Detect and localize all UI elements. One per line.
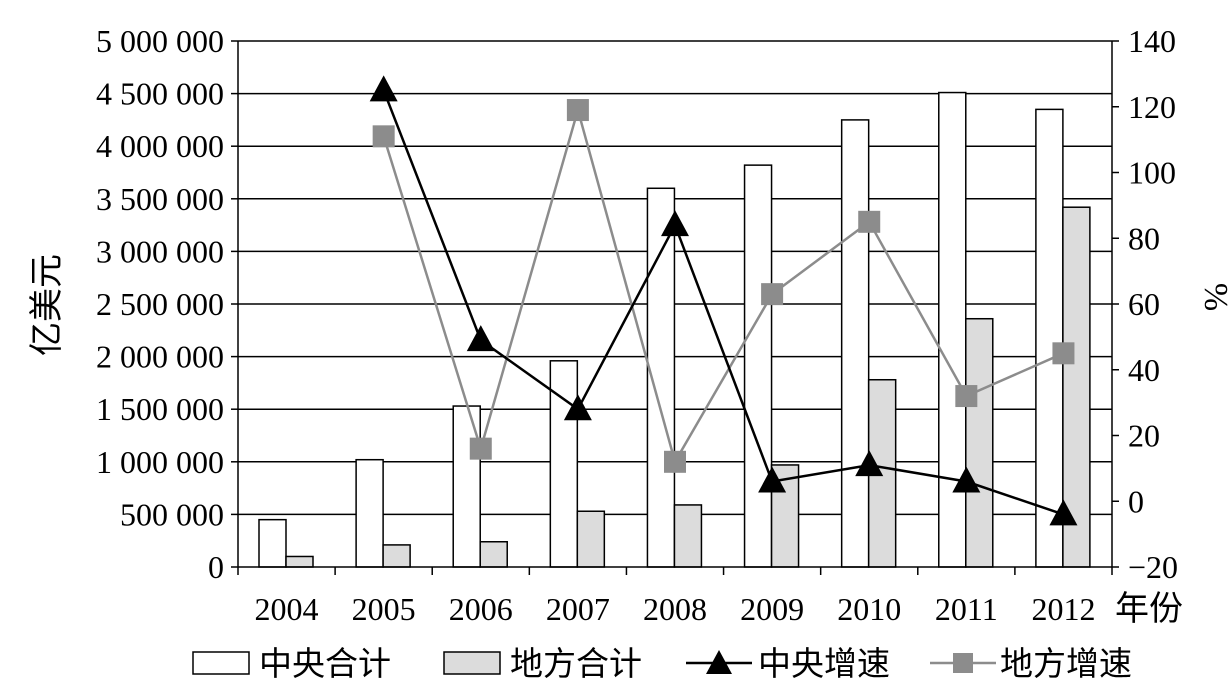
point-local-growth (372, 125, 395, 148)
point-central-growth (661, 210, 689, 237)
y-tick-label-left: 2 500 000 (96, 286, 224, 322)
x-tick-label: 2005 (352, 591, 416, 627)
y-tick-label-right: 140 (1128, 23, 1176, 59)
legend-item-local-growth: 地方增速 (930, 646, 1132, 680)
legend-label-local-total: 地方合计 (510, 646, 642, 680)
bar-central-total (840, 119, 870, 568)
y-tick-label-right: 100 (1128, 155, 1176, 191)
legend-marker-square-icon (953, 653, 973, 673)
point-local-growth (664, 450, 686, 473)
bar-central-total (258, 518, 287, 568)
y-axis-right-title: % (1197, 283, 1229, 311)
legend-item-local-total: 地方合计 (443, 646, 642, 680)
point-central-growth (466, 325, 495, 352)
bar-central-total (549, 360, 579, 568)
bar-local-total (285, 555, 314, 568)
x-tick-label: 2007 (546, 591, 610, 627)
point-central-growth (1049, 499, 1078, 526)
y-tick-label-right: 0 (1128, 483, 1144, 519)
legend-label-central-total: 中央合计 (259, 646, 391, 680)
y-tick-label-left: 4 000 000 (96, 128, 224, 164)
y-tick-label-right: 20 (1128, 418, 1160, 454)
bar-local-total (479, 541, 508, 568)
point-local-growth (566, 99, 589, 122)
x-tick-label: 2011 (935, 591, 998, 627)
point-central-growth (369, 75, 398, 102)
point-central-growth (952, 466, 981, 493)
y-tick-label-right: 40 (1128, 352, 1160, 388)
y-tick-label-left: 1 000 000 (96, 444, 224, 480)
y-tick-label-left: 4 500 000 (96, 76, 224, 112)
y-tick-label-left: 2 000 000 (96, 339, 224, 375)
bar-layer (258, 91, 1091, 568)
right-tick-labels: −20 0 20 40 60 80 100 120 140 (1128, 23, 1178, 585)
point-local-growth (469, 437, 492, 460)
x-tick-label: 2010 (837, 591, 901, 627)
point-local-growth (761, 283, 784, 306)
point-central-growth (758, 466, 787, 493)
point-central-growth (563, 394, 592, 421)
y-tick-label-left: 1 500 000 (96, 391, 224, 427)
line-layer (369, 75, 1078, 526)
bar-central-total (743, 164, 773, 568)
bar-central-total (355, 458, 384, 568)
bar-local-total (382, 544, 411, 568)
point-local-growth (955, 385, 978, 408)
bar-central-total (938, 91, 967, 568)
point-local-growth (1052, 342, 1075, 365)
legend-item-central-growth: 中央增速 (686, 646, 890, 680)
legend: 中央合计 地方合计 中央增速 地方增速 (192, 646, 1132, 680)
bar-local-total (576, 510, 606, 568)
line-central-growth (382, 89, 1064, 516)
y-tick-label-right: −20 (1128, 549, 1178, 585)
x-tick-label: 2012 (1031, 591, 1095, 627)
x-tick-label: 2009 (740, 591, 804, 627)
x-tick-label: 2006 (449, 591, 513, 627)
legend-item-central-total: 中央合计 (192, 646, 391, 680)
point-central-growth (855, 450, 884, 477)
y-axis-left-title: 亿美元 (28, 254, 66, 356)
y-tick-label-right: 60 (1128, 286, 1160, 322)
y-tick-label-right: 80 (1128, 220, 1160, 256)
y-tick-label-left: 5 000 000 (96, 23, 224, 59)
legend-label-local-growth: 地方增速 (1000, 646, 1132, 680)
left-tick-labels: 0 500 000 1 000 000 1 500 000 2 000 000 2 500… (96, 23, 224, 585)
legend-label-central-growth: 中央增速 (758, 646, 890, 680)
bar-local-total (673, 504, 703, 568)
line-local-growth (382, 105, 1064, 466)
y-tick-label-left: 3 000 000 (96, 233, 224, 269)
y-tick-label-left: 500 000 (120, 496, 224, 532)
y-tick-label-right: 120 (1128, 89, 1176, 125)
legend-swatch-central-total (192, 651, 250, 675)
legend-marker-triangle-icon (706, 650, 732, 674)
x-axis-title: 年份 (1115, 590, 1183, 628)
x-tick-label: 2004 (255, 591, 319, 627)
axes (231, 40, 1119, 575)
bar-central-total (1035, 108, 1064, 568)
bar-local-total (965, 317, 994, 568)
x-tick-labels: 2004 2005 2006 2007 2008 2009 2010 2011 2012 (255, 591, 1096, 627)
point-local-growth (858, 210, 881, 233)
y-tick-label-left: 0 (208, 549, 224, 585)
legend-swatch-local-total (443, 651, 501, 675)
x-tick-label: 2008 (643, 591, 707, 627)
y-tick-label-left: 3 500 000 (96, 181, 224, 217)
